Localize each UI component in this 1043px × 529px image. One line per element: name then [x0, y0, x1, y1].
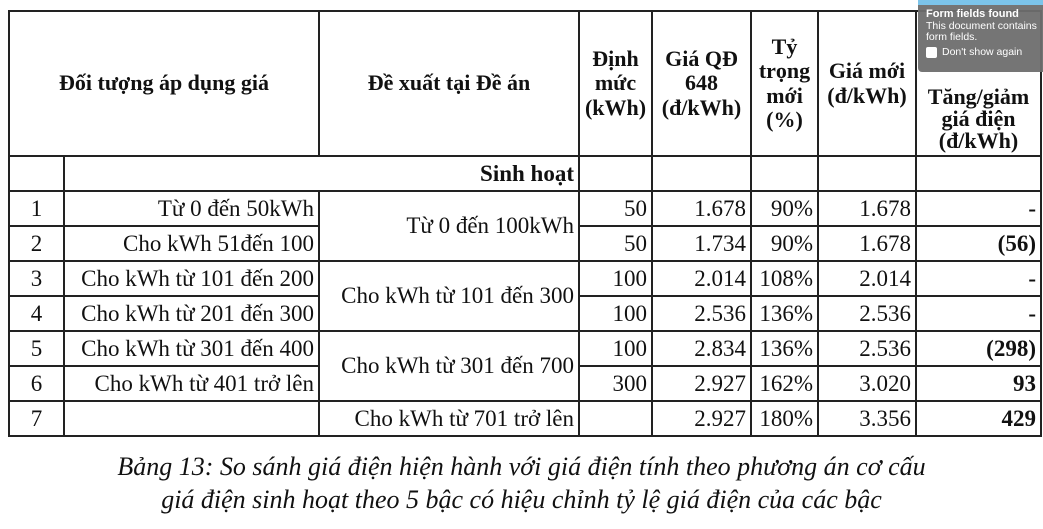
- header-object: Đối tượng áp dụng giá: [8, 10, 320, 157]
- row-object: Cho kWh từ 301 đến 400: [63, 330, 320, 367]
- table-row: 6 Cho kWh từ 401 trở lên 300 2.927 162% …: [8, 365, 1042, 402]
- row-proposal: Cho kWh từ 101 đến 300: [318, 260, 580, 332]
- row-new-price: 2.536: [817, 295, 917, 332]
- row-number: 5: [8, 330, 65, 367]
- row-ratio: 136%: [750, 330, 819, 367]
- row-new-price: 1.678: [817, 190, 917, 227]
- row-number: 7: [8, 400, 65, 437]
- checkbox-icon[interactable]: [926, 46, 937, 58]
- popup-title: Form fields found: [926, 8, 1019, 20]
- row-new-price: 1.678: [817, 225, 917, 262]
- cell: [8, 155, 65, 192]
- row-diff: -: [915, 190, 1042, 227]
- row-old-price: 2.834: [651, 330, 752, 367]
- table-caption: Bảng 13: So sánh giá điện hiện hành với …: [0, 450, 1043, 516]
- row-diff: 93: [915, 365, 1042, 402]
- row-object: Từ 0 đến 50kWh: [63, 190, 320, 227]
- row-proposal: Cho kWh từ 301 đến 700: [318, 330, 580, 402]
- row-number: 4: [8, 295, 65, 332]
- row-old-price: 2.536: [651, 295, 752, 332]
- table-row: 2 Cho kWh 51đến 100 50 1.734 90% 1.678 (…: [8, 225, 1042, 262]
- row-norm: 100: [578, 330, 653, 367]
- row-diff: -: [915, 295, 1042, 332]
- row-ratio: 136%: [750, 295, 819, 332]
- row-object: Cho kWh từ 201 đến 300: [63, 295, 320, 332]
- caption-line-1: Bảng 13: So sánh giá điện hiện hành với …: [117, 452, 926, 481]
- row-norm: 50: [578, 225, 653, 262]
- row-new-price: 3.356: [817, 400, 917, 437]
- row-diff: (56): [915, 225, 1042, 262]
- row-number: 3: [8, 260, 65, 297]
- row-norm: 50: [578, 190, 653, 227]
- popup-accent-strip: [918, 0, 1043, 5]
- row-diff: 429: [915, 400, 1042, 437]
- row-old-price: 1.678: [651, 190, 752, 227]
- row-ratio: 108%: [750, 260, 819, 297]
- row-proposal: Cho kWh từ 701 trở lên: [318, 400, 580, 437]
- row-norm: 100: [578, 295, 653, 332]
- row-object: [63, 400, 320, 437]
- row-object: Cho kWh 51đến 100: [63, 225, 320, 262]
- header-ratio: Tỷ trọng mới (%): [750, 10, 819, 157]
- header-old-price: Giá QĐ 648 (đ/kWh): [651, 10, 752, 157]
- checkbox-label: Don't show again: [942, 46, 1023, 58]
- popup-message: This document contains form fields.: [926, 20, 1037, 43]
- row-old-price: 1.734: [651, 225, 752, 262]
- row-ratio: 180%: [750, 400, 819, 437]
- row-number: 1: [8, 190, 65, 227]
- header-proposal: Đề xuất tại Đề án: [318, 10, 580, 157]
- header-new-price: Giá mới (đ/kWh): [817, 10, 917, 157]
- dont-show-again-checkbox[interactable]: Don't show again: [926, 46, 1043, 58]
- row-new-price: 2.014: [817, 260, 917, 297]
- caption-line-2: giá điện sinh hoạt theo 5 bậc có hiệu ch…: [161, 485, 882, 514]
- row-object: Cho kWh từ 101 đến 200: [63, 260, 320, 297]
- row-ratio: 90%: [750, 225, 819, 262]
- table-row: 1 Từ 0 đến 50kWh Từ 0 đến 100kWh 50 1.67…: [8, 190, 1042, 262]
- row-ratio: 90%: [750, 190, 819, 227]
- row-ratio: 162%: [750, 365, 819, 402]
- row-proposal: Từ 0 đến 100kWh: [318, 190, 580, 262]
- table-row: 7 Cho kWh từ 701 trở lên 2.927 180% 3.35…: [8, 400, 1042, 437]
- row-norm: 100: [578, 260, 653, 297]
- header-norm: Định mức (kWh): [578, 10, 653, 157]
- table-row: 4 Cho kWh từ 201 đến 300 100 2.536 136% …: [8, 295, 1042, 332]
- row-number: 2: [8, 225, 65, 262]
- price-comparison-table: Đối tượng áp dụng giá Đề xuất tại Đề án …: [8, 10, 1042, 437]
- form-fields-popup[interactable]: Form fields found This document contains…: [918, 0, 1043, 72]
- row-norm: 300: [578, 365, 653, 402]
- row-old-price: 2.014: [651, 260, 752, 297]
- row-new-price: 3.020: [817, 365, 917, 402]
- row-old-price: 2.927: [651, 365, 752, 402]
- row-diff: (298): [915, 330, 1042, 367]
- table-row: 5 Cho kWh từ 301 đến 400 Cho kWh từ 301 …: [8, 330, 1042, 402]
- group-label: Sinh hoạt: [63, 155, 580, 192]
- row-norm: [578, 400, 653, 437]
- table-row: 3 Cho kWh từ 101 đến 200 Cho kWh từ 101 …: [8, 260, 1042, 332]
- row-object: Cho kWh từ 401 trở lên: [63, 365, 320, 402]
- row-new-price: 2.536: [817, 330, 917, 367]
- row-diff: -: [915, 260, 1042, 297]
- row-number: 6: [8, 365, 65, 402]
- row-old-price: 2.927: [651, 400, 752, 437]
